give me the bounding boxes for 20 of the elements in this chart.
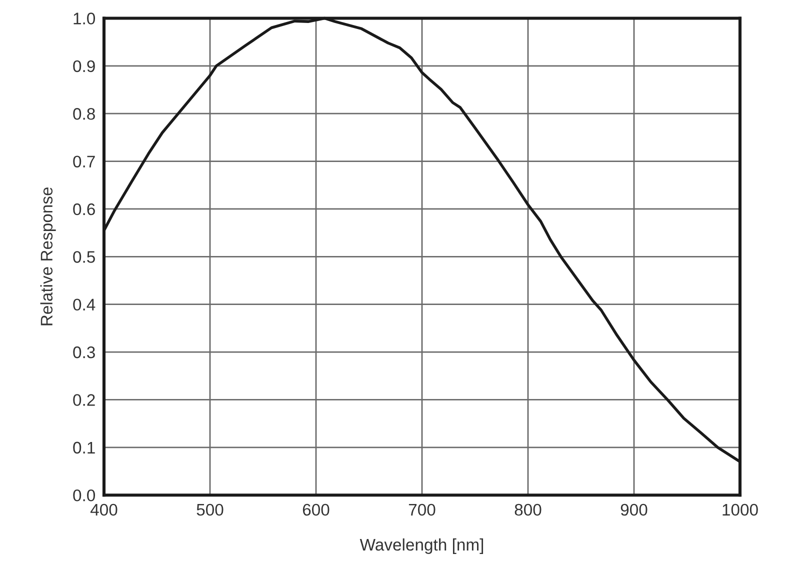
y-tick-label: 0.9 xyxy=(73,60,95,72)
y-axis-title: Relative Response xyxy=(40,187,56,326)
x-tick-label: 400 xyxy=(90,504,118,516)
y-tick-label: 1.0 xyxy=(74,12,96,24)
x-tick-label: 1000 xyxy=(722,504,758,516)
x-tick-label: 700 xyxy=(408,504,436,516)
y-tick-label: 0.0 xyxy=(73,489,96,502)
x-tick-label: 600 xyxy=(302,504,330,516)
y-tick-label: 0.2 xyxy=(73,394,95,406)
y-tick-label: 0.1 xyxy=(73,442,95,454)
y-tick-label: 0.5 xyxy=(73,251,95,263)
y-tick-label: 0.4 xyxy=(73,298,96,311)
y-tick-label: 0.7 xyxy=(73,156,95,168)
y-tick-label: 0.3 xyxy=(73,346,95,358)
y-tick-label: 0.6 xyxy=(73,203,95,216)
y-tick-label: 0.8 xyxy=(73,108,95,120)
x-tick-label: 500 xyxy=(196,504,224,516)
x-axis-title: Wavelength [nm] xyxy=(360,538,484,554)
x-tick-label: 900 xyxy=(620,504,648,516)
x-tick-label: 800 xyxy=(514,504,542,516)
